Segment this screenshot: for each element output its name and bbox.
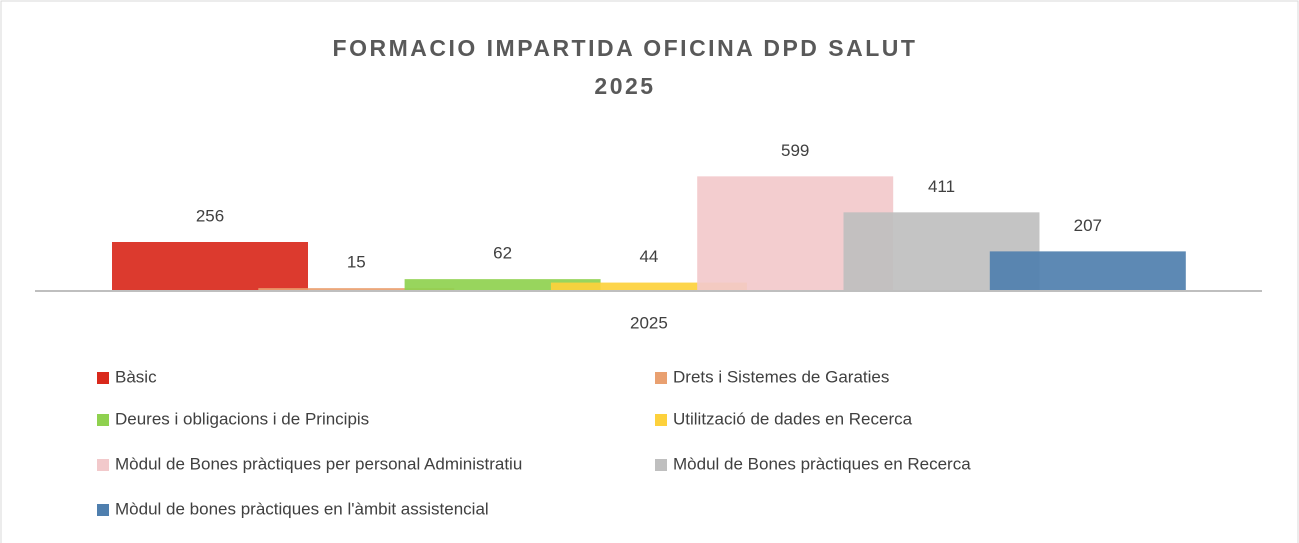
legend-swatch — [97, 459, 109, 471]
bar — [550, 282, 747, 291]
legend-swatch — [655, 372, 667, 384]
legend-swatch — [655, 414, 667, 426]
bar — [258, 288, 455, 291]
legend-label: Bàsic — [115, 367, 157, 386]
legend-label: Mòdul de Bones pràctiques per personal A… — [115, 454, 522, 473]
bar — [112, 242, 308, 291]
legend-swatch — [97, 504, 109, 516]
legend-swatch — [97, 414, 109, 426]
legend-label: Drets i Sistemes de Garaties — [673, 367, 889, 386]
legend-label: Mòdul de Bones pràctiques en Recerca — [673, 454, 971, 473]
data-label: 599 — [781, 141, 809, 160]
data-label: 256 — [196, 206, 224, 225]
chart-title: FORMACIO IMPARTIDA OFICINA DPD SALUT — [333, 35, 918, 61]
bar — [989, 251, 1186, 291]
x-tick-label: 2025 — [630, 313, 668, 332]
data-label: 411 — [928, 177, 955, 196]
data-label: 62 — [493, 244, 512, 263]
bar — [404, 279, 601, 291]
data-label: 15 — [347, 253, 366, 272]
legend-swatch — [655, 459, 667, 471]
chart-title: 2025 — [594, 73, 655, 99]
legend-swatch — [97, 372, 109, 384]
legend-label: Utilització de dades en Recerca — [673, 409, 913, 428]
data-label: 44 — [639, 247, 658, 266]
legend-label: Mòdul de bones pràctiques en l'àmbit ass… — [115, 499, 489, 518]
data-label: 207 — [1074, 216, 1102, 235]
legend-label: Deures i obligacions i de Principis — [115, 409, 369, 428]
